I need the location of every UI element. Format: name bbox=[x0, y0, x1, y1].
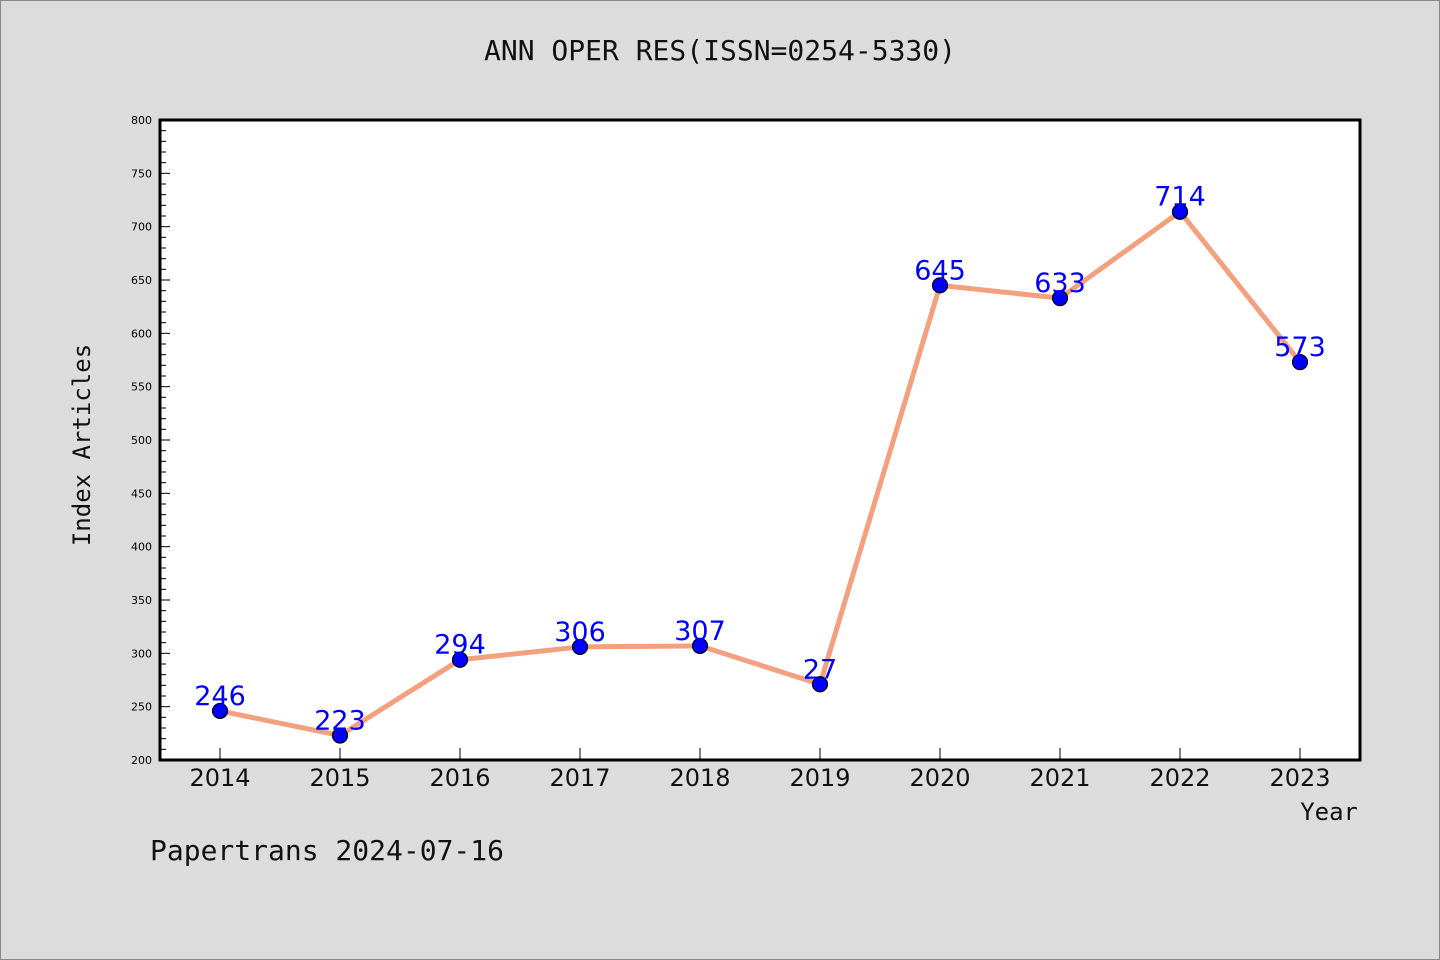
data-label: 246 bbox=[194, 681, 246, 712]
data-label: 573 bbox=[1274, 332, 1326, 363]
x-tick-label: 2022 bbox=[1149, 764, 1210, 792]
y-tick-label: 750 bbox=[131, 167, 152, 180]
series-layer: 246 223 294 306 307 27 645 633 714 573 bbox=[194, 182, 1326, 744]
data-point bbox=[691, 637, 709, 654]
x-tick-label: 2018 bbox=[669, 764, 730, 792]
y-tick-label: 450 bbox=[131, 487, 152, 500]
data-label: 714 bbox=[1154, 182, 1206, 213]
data-label: 645 bbox=[914, 255, 966, 286]
y-axis-label: Index Articles bbox=[68, 344, 96, 546]
chart-title: ANN OPER RES(ISSN=0254-5330) bbox=[483, 34, 956, 67]
y-tick-label: 500 bbox=[131, 434, 152, 447]
y-tick-label: 550 bbox=[131, 381, 152, 394]
x-axis-label: Year bbox=[1300, 798, 1358, 826]
series-line bbox=[217, 209, 1303, 738]
x-axis: 2014 2015 2016 2017 2018 2019 2020 2021 2022 2023 bbox=[189, 748, 1331, 792]
y-tick-label: 600 bbox=[131, 327, 152, 340]
data-label: 223 bbox=[314, 705, 366, 736]
x-tick-label: 2016 bbox=[429, 764, 490, 792]
data-label: 27 bbox=[803, 654, 837, 685]
y-tick-label: 800 bbox=[131, 114, 152, 127]
data-label: 306 bbox=[554, 617, 606, 648]
data-label: 294 bbox=[434, 630, 486, 661]
y-tick-label: 700 bbox=[131, 221, 152, 234]
data-point bbox=[1171, 203, 1189, 220]
y-tick-label: 200 bbox=[131, 754, 152, 767]
x-tick-label: 2014 bbox=[189, 764, 250, 792]
y-tick-label: 650 bbox=[131, 274, 152, 287]
y-axis: 200 250 300 350 400 450 500 550 600 650 700 750 800 bbox=[131, 114, 170, 767]
x-tick-label: 2015 bbox=[309, 764, 370, 792]
data-label: 307 bbox=[674, 616, 726, 647]
data-point bbox=[811, 676, 829, 693]
y-tick-label: 400 bbox=[131, 541, 152, 554]
x-tick-label: 2019 bbox=[789, 764, 850, 792]
x-tick-label: 2020 bbox=[909, 764, 970, 792]
x-tick-label: 2017 bbox=[549, 764, 610, 792]
x-tick-label: 2023 bbox=[1269, 764, 1330, 792]
data-point bbox=[931, 277, 949, 294]
data-point bbox=[1051, 290, 1069, 307]
data-point bbox=[331, 727, 349, 744]
y-tick-label: 250 bbox=[131, 701, 152, 714]
data-point bbox=[451, 651, 469, 668]
data-label: 633 bbox=[1034, 268, 1086, 299]
data-point bbox=[211, 702, 229, 720]
y-tick-label: 350 bbox=[131, 594, 152, 607]
footer-note: Papertrans 2024-07-16 bbox=[150, 834, 505, 867]
data-point bbox=[1291, 354, 1309, 371]
y-tick-label: 300 bbox=[131, 647, 152, 660]
data-point bbox=[571, 638, 589, 656]
x-tick-label: 2021 bbox=[1029, 764, 1090, 792]
